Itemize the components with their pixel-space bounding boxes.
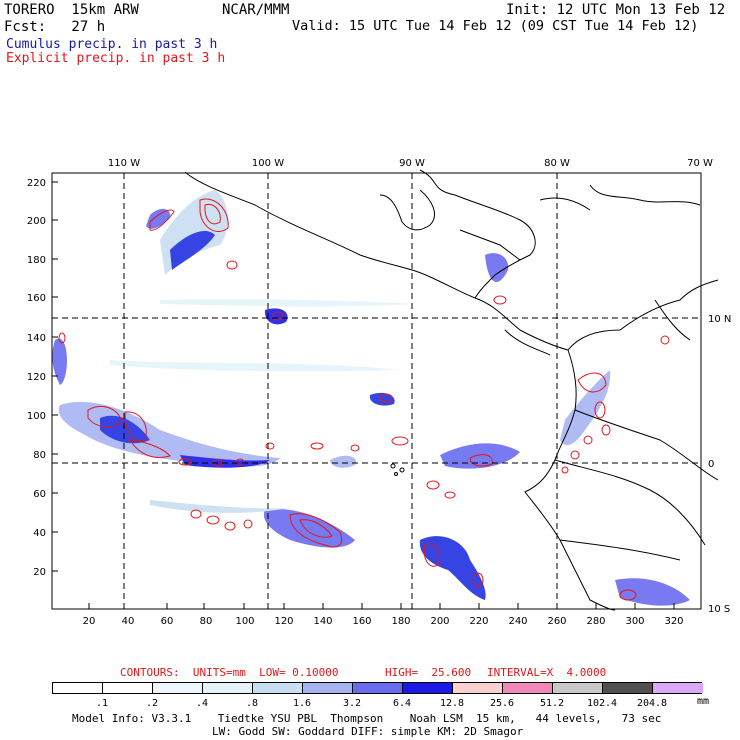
x-tick-label: 280	[586, 616, 605, 627]
contour-info: CONTOURS: UNITS=mm LOW= 0.10000	[120, 666, 339, 679]
colorbar-label: 51.2	[539, 698, 565, 709]
lon-label-70w: 70 W	[687, 158, 713, 169]
colorbar-swatch	[103, 683, 153, 693]
colorbar-label: 25.6	[489, 698, 515, 709]
coastlines	[184, 169, 719, 611]
valid-time: Valid: 15 UTC Tue 14 Feb 12 (09 CST Tue …	[292, 18, 699, 34]
x-tick-label: 200	[430, 616, 449, 627]
map-frame	[51, 172, 702, 610]
x-tick-label: 80	[200, 616, 213, 627]
init-time: Init: 12 UTC Mon 13 Feb 12	[506, 2, 726, 18]
colorbar-swatch	[303, 683, 353, 693]
colorbar-swatch	[153, 683, 203, 693]
y-tick-label: 180	[27, 255, 46, 266]
y-tick-label: 60	[33, 489, 46, 500]
colorbar-label: 204.8	[636, 698, 668, 709]
y-tick-label: 120	[27, 372, 46, 383]
x-tick-label: 160	[352, 616, 371, 627]
lat-label-10s: 10 S	[708, 604, 730, 615]
model-info: Model Info: V3.3.1 Tiedtke YSU PBL Thomp…	[72, 712, 662, 725]
y-tick-label: 220	[27, 178, 46, 189]
y-tick-label: 40	[33, 528, 46, 539]
colorbar-swatch	[203, 683, 253, 693]
colorbar-label: .1	[95, 698, 109, 709]
x-tick-label: 300	[625, 616, 644, 627]
colorbar-swatch	[603, 683, 653, 693]
x-tick-label: 320	[664, 616, 683, 627]
colorbar-label: 1.6	[292, 698, 312, 709]
legend-cumulus: Cumulus precip. in past 3 h	[6, 37, 218, 52]
lat-label-0: 0	[708, 459, 714, 470]
colorbar-swatch	[453, 683, 503, 693]
x-tick-label: 260	[547, 616, 566, 627]
cumulus-precip-shading	[52, 190, 690, 606]
colorbar-label: 102.4	[586, 698, 618, 709]
contour-interval: INTERVAL=X 4.0000	[487, 666, 607, 679]
model-title: TORERO 15km ARW	[4, 2, 139, 18]
y-tick-label: 140	[27, 333, 46, 344]
colorbar-swatch	[653, 683, 703, 693]
colorbar-unit: mm	[697, 696, 710, 707]
x-tick-label: 100	[235, 616, 254, 627]
colorbar-label: .8	[245, 698, 259, 709]
y-tick-label: 20	[33, 567, 46, 578]
colorbar-swatch	[503, 683, 553, 693]
organization-label: NCAR/MMM	[222, 2, 290, 18]
colorbar-swatch	[403, 683, 453, 693]
lon-label-100w: 100 W	[252, 158, 284, 169]
y-tick-label: 100	[27, 411, 46, 422]
colorbar-swatch	[353, 683, 403, 693]
lon-label-90w: 90 W	[399, 158, 425, 169]
colorbar-label: 6.4	[392, 698, 412, 709]
x-tick-label: 40	[122, 616, 135, 627]
colorbar-swatch	[53, 683, 103, 693]
x-tick-label: 180	[391, 616, 410, 627]
lon-label-110w: 110 W	[108, 158, 140, 169]
model-physics: LW: Godd SW: Goddard DIFF: simple KM: 2D…	[212, 725, 524, 738]
axis-ticks	[52, 181, 675, 609]
x-tick-label: 140	[313, 616, 332, 627]
colorbar-label: 12.8	[439, 698, 465, 709]
y-tick-label: 80	[33, 450, 46, 461]
colorbar-swatch	[253, 683, 303, 693]
x-tick-label: 120	[274, 616, 293, 627]
precip-colorbar	[52, 682, 703, 694]
contour-high: HIGH= 25.600	[385, 666, 472, 679]
x-tick-label: 220	[469, 616, 488, 627]
colorbar-label: 3.2	[342, 698, 362, 709]
x-tick-label: 20	[83, 616, 96, 627]
x-tick-label: 240	[508, 616, 527, 627]
x-tick-label: 60	[161, 616, 174, 627]
colorbar-label: .4	[195, 698, 209, 709]
lat-label-10n: 10 N	[708, 314, 731, 325]
legend-explicit: Explicit precip. in past 3 h	[6, 51, 226, 66]
colorbar-label: .2	[145, 698, 159, 709]
latlon-grid	[52, 173, 701, 609]
lon-label-80w: 80 W	[544, 158, 570, 169]
colorbar-swatch	[553, 683, 603, 693]
y-tick-label: 160	[27, 293, 46, 304]
explicit-precip-contours	[58, 198, 670, 601]
y-tick-label: 200	[27, 216, 46, 227]
forecast-hour: Fcst: 27 h	[4, 19, 106, 35]
